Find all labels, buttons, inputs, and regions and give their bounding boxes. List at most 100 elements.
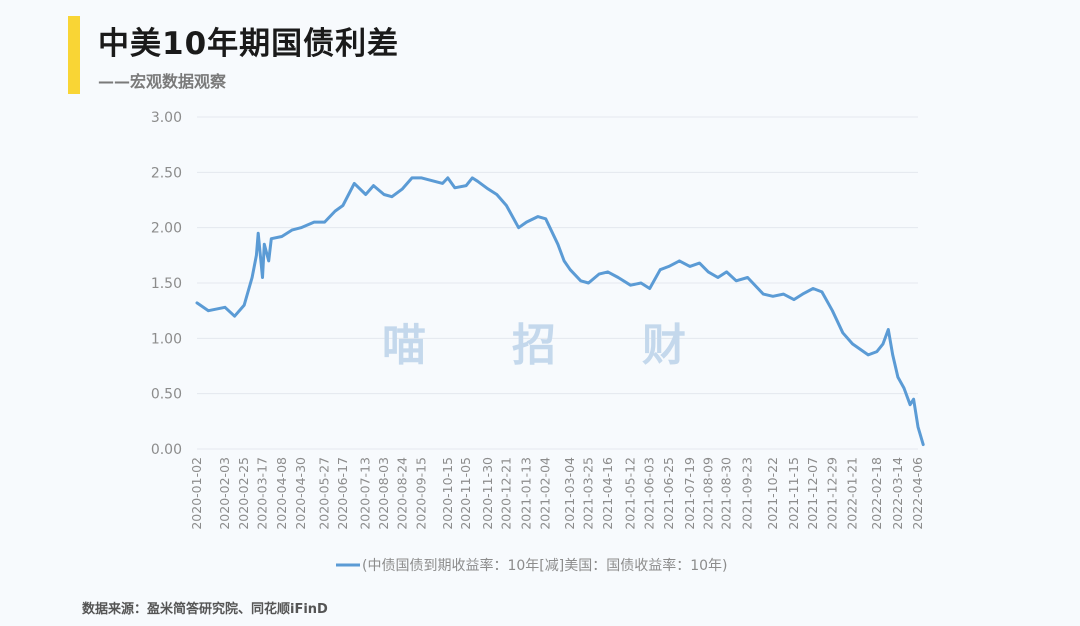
y-tick-label: 0.00: [151, 442, 182, 458]
title-accent-bar: [68, 16, 80, 94]
data-point: [364, 193, 367, 196]
data-point: [771, 295, 775, 298]
data-point: [341, 204, 345, 207]
data-point: [891, 353, 894, 357]
x-tick-label: 2020-01-02: [189, 457, 204, 530]
data-point: [195, 301, 199, 305]
x-tick-label: 2020-06-17: [335, 457, 350, 530]
data-point: [544, 217, 547, 221]
x-tick-label: 2021-08-09: [700, 457, 715, 530]
data-point: [606, 270, 609, 274]
data-point: [597, 272, 601, 276]
x-tick-label: 2022-01-21: [844, 457, 859, 530]
data-point: [820, 290, 824, 294]
x-tick-label: 2021-12-07: [805, 457, 820, 530]
y-tick-label: 1.00: [151, 331, 182, 347]
x-tick-label: 2021-03-25: [581, 457, 596, 530]
data-point: [617, 276, 620, 279]
x-tick-label: 2021-09-23: [740, 457, 755, 530]
data-point: [725, 270, 728, 274]
data-point: [707, 270, 710, 274]
data-point: [698, 261, 701, 265]
data-point: [441, 182, 444, 185]
data-point: [207, 309, 210, 312]
data-point: [495, 193, 498, 196]
data-point: [658, 268, 662, 271]
data-point: [762, 292, 765, 296]
data-point: [353, 182, 356, 185]
data-point: [323, 220, 326, 224]
data-point: [223, 306, 227, 309]
data-point: [841, 331, 845, 334]
x-tick-label: 2021-04-16: [600, 457, 615, 530]
x-tick-label: 2022-02-18: [869, 457, 884, 530]
x-tick-label: 2021-12-29: [824, 457, 839, 530]
x-tick-label: 2020-11-30: [480, 457, 495, 530]
x-tick-label: 2020-08-24: [394, 457, 409, 530]
data-point: [875, 350, 879, 353]
data-point: [453, 186, 457, 190]
watermark-char-2: 招: [512, 320, 556, 371]
data-point: [299, 226, 303, 229]
x-tick-label: 2021-01-13: [518, 457, 533, 530]
data-point: [851, 342, 854, 346]
y-tick-label: 0.50: [151, 387, 182, 403]
legend-label: (中债国债到期收益率：10年[减]美国：国债收益率：10年): [362, 557, 727, 574]
data-point: [280, 235, 283, 238]
data-point: [896, 375, 900, 379]
data-point: [410, 176, 414, 180]
y-axis-ticks: 0.00 0.50 1.00 1.50 2.00 2.50 3.00: [151, 110, 182, 458]
data-point: [471, 176, 474, 180]
x-tick-label: 2021-05-12: [622, 457, 637, 530]
watermark: 喵 招 财: [382, 320, 686, 371]
watermark-char-3: 财: [642, 320, 686, 371]
data-point: [716, 276, 720, 279]
data-point: [688, 265, 692, 268]
y-tick-label: 1.50: [151, 276, 182, 292]
x-tick-label: 2021-06-03: [642, 457, 657, 530]
x-tick-label: 2020-03-17: [255, 457, 270, 530]
data-point: [568, 268, 572, 271]
x-tick-label: 2021-03-04: [562, 457, 577, 530]
data-point: [831, 309, 834, 312]
x-tick-label: 2021-10-22: [765, 457, 780, 530]
x-tick-label: 2021-07-19: [682, 457, 697, 530]
x-tick-label: 2020-07-13: [358, 457, 373, 530]
data-point: [390, 195, 394, 198]
x-tick-label: 2022-04-06: [910, 457, 925, 530]
data-point: [420, 176, 423, 180]
data-point: [887, 328, 890, 331]
data-point: [866, 353, 870, 357]
data-point: [667, 265, 671, 268]
data-point: [256, 232, 260, 235]
data-point: [242, 303, 246, 307]
data-point: [639, 281, 643, 285]
data-point: [782, 292, 785, 296]
data-point: [270, 237, 273, 240]
x-tick-label: 2020-02-25: [236, 457, 251, 530]
data-point: [486, 187, 490, 191]
data-point: [735, 279, 738, 282]
data-point: [333, 209, 337, 213]
series-layer: [195, 176, 925, 447]
data-point: [505, 204, 508, 207]
x-tick-label: 2020-05-27: [317, 457, 332, 530]
data-point: [922, 443, 925, 446]
data-point: [446, 176, 450, 180]
data-point: [255, 254, 258, 257]
page-subtitle: ——宏观数据观察: [98, 72, 227, 91]
data-point: [233, 315, 236, 318]
data-point: [811, 287, 815, 290]
data-point: [291, 228, 294, 232]
data-point: [517, 226, 520, 229]
data-point: [902, 386, 906, 390]
x-tick-label: 2021-06-25: [661, 457, 676, 530]
chart-legend[interactable]: (中债国债到期收益率：10年[减]美国：国债收益率：10年): [336, 557, 727, 574]
data-point: [562, 259, 566, 263]
x-tick-label: 2020-12-21: [498, 457, 513, 530]
y-tick-label: 3.00: [151, 110, 182, 126]
series-line-0: [195, 176, 925, 447]
data-point: [464, 184, 468, 187]
x-tick-label: 2020-11-05: [458, 457, 473, 530]
data-point: [746, 276, 749, 279]
